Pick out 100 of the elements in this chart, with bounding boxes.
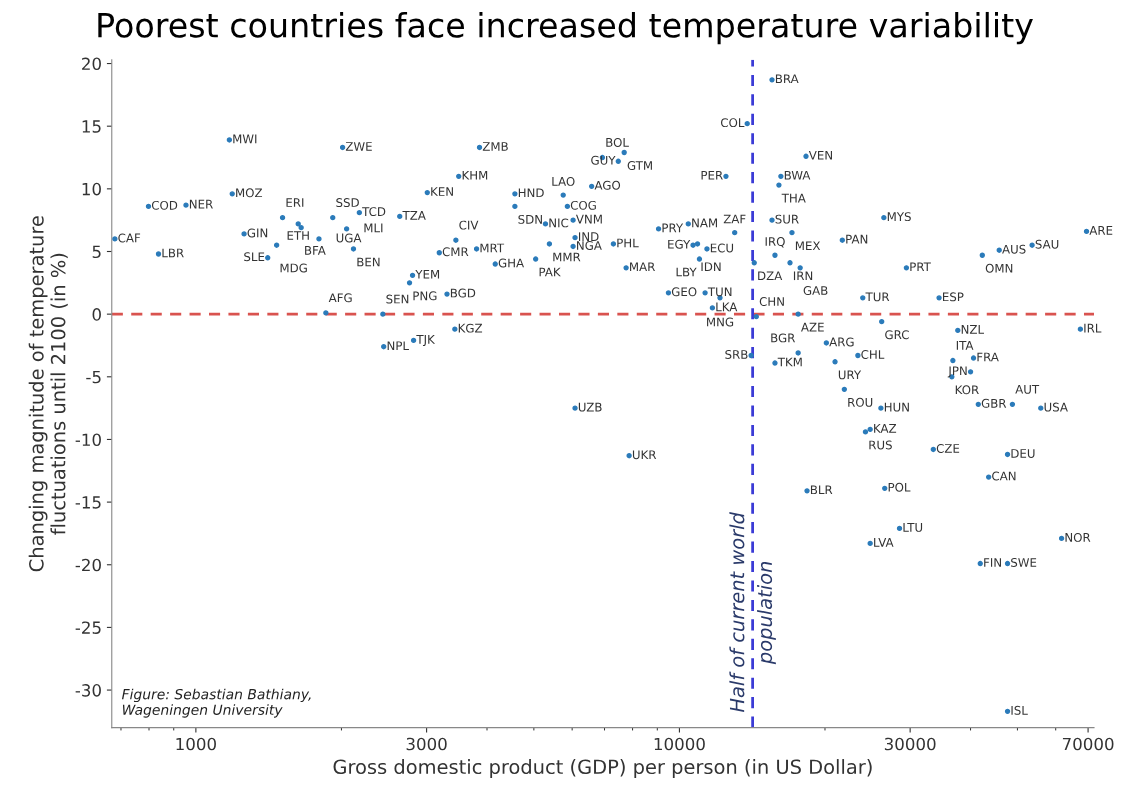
annotation: IRN — [793, 271, 813, 281]
y-tick-label: -15 — [75, 496, 101, 509]
annotation: UZB — [578, 402, 602, 412]
annotation: COL — [720, 118, 745, 128]
annotation: NZL — [961, 325, 984, 334]
annotation: LBY — [676, 267, 697, 277]
x-tick-label: 30000 — [884, 737, 936, 751]
annotation: FIN — [984, 558, 1001, 567]
annotation: CIV — [459, 220, 479, 230]
annotation: PER — [701, 170, 723, 180]
annotation: NOR — [1065, 532, 1091, 542]
annotation: GBR — [981, 398, 1007, 408]
annotation: ETH — [287, 231, 309, 240]
x-tick-label: 10000 — [654, 737, 705, 751]
annotation: URY — [838, 370, 862, 380]
annotation: LTU — [903, 523, 923, 532]
annotation: IND — [578, 232, 599, 241]
annotation: LVA — [874, 538, 894, 547]
annotation: AUT — [1015, 384, 1040, 394]
annotation: TZA — [402, 211, 426, 220]
annotation: NAM — [692, 218, 717, 228]
annotation: BGR — [771, 333, 796, 343]
annotation: MNG — [707, 317, 734, 327]
annotation: COG — [570, 200, 596, 210]
annotation: IRQ — [765, 237, 785, 248]
annotation: KHM — [462, 170, 488, 180]
annotation: LKA — [716, 302, 738, 312]
annotation: BGD — [450, 288, 476, 298]
annotation: VEN — [808, 150, 832, 160]
annotation: AZE — [801, 322, 824, 332]
annotation: LAO — [552, 176, 575, 186]
x-tick-label: 3000 — [406, 737, 447, 751]
annotation: PAK — [539, 267, 561, 277]
y-tick-label: 0 — [92, 308, 101, 321]
annotation: TUR — [865, 292, 890, 302]
annotation: GEO — [671, 287, 697, 297]
y-tick-label: 5 — [92, 245, 101, 259]
annotation: GHA — [498, 258, 525, 268]
annotation: CAF — [118, 233, 141, 243]
annotation: MYS — [887, 212, 911, 222]
annotation: BFA — [305, 246, 326, 255]
annotation: IRL — [1084, 323, 1102, 333]
y-tick-label: 20 — [82, 57, 101, 71]
x-tick-label: 1000 — [176, 737, 216, 751]
annotation: FRA — [977, 352, 999, 362]
annotation: PRY — [662, 223, 684, 233]
y-tick-label: -25 — [75, 621, 101, 634]
y-tick-label: 15 — [82, 120, 101, 133]
annotation: MWI — [233, 134, 257, 144]
annotation: CMR — [442, 247, 469, 257]
annotation: DZA — [758, 271, 783, 281]
annotation: UGA — [336, 233, 362, 243]
y-tick-label: -10 — [75, 433, 101, 447]
annotation: SAU — [1035, 239, 1059, 249]
annotation: BLR — [810, 485, 833, 495]
y-tick-label: -20 — [75, 558, 101, 572]
annotation: POL — [888, 482, 911, 492]
annotation: SDN — [518, 214, 542, 224]
annotation: THA — [781, 193, 806, 203]
annotation: TJK — [416, 335, 436, 347]
annotation: KGZ — [458, 323, 483, 333]
y-tick-label: 10 — [82, 182, 101, 196]
annotation: EGY — [668, 239, 691, 249]
annotation: ARE — [1089, 226, 1113, 235]
annotation: LBR — [162, 248, 184, 258]
annotation: YEM — [415, 269, 440, 279]
annotation: NER — [189, 199, 213, 209]
annotation: BWA — [784, 170, 811, 180]
annotation: OMN — [985, 263, 1013, 273]
annotation: ARG — [829, 337, 854, 347]
annotation: AFG — [328, 293, 352, 303]
annotation: CZE — [936, 443, 960, 453]
annotation: PRT — [910, 262, 931, 272]
annotation: PAN — [846, 234, 868, 244]
annotation: ITA — [956, 341, 974, 350]
annotation: MOZ — [236, 188, 263, 198]
annotation: MMR — [553, 252, 581, 262]
annotation: BEN — [357, 257, 380, 267]
annotation: UKR — [632, 450, 657, 460]
annotation: MEX — [795, 241, 821, 250]
annotation: SSD — [336, 198, 359, 208]
annotation: PNG — [413, 291, 437, 301]
annotation: HND — [518, 188, 544, 198]
annotation: BOL — [606, 137, 629, 147]
annotation: CHL — [861, 350, 885, 359]
annotation: MRT — [480, 243, 505, 253]
y-tick-label: -5 — [86, 370, 101, 384]
annotation: KEN — [431, 187, 453, 196]
annotation: GIN — [247, 228, 268, 238]
annotation: VNM — [575, 214, 602, 224]
annotation: MLI — [364, 223, 383, 233]
annotation: ISL — [1011, 705, 1028, 715]
annotation: AUS — [1002, 244, 1026, 254]
annotation: GRC — [885, 330, 909, 340]
annotation: GTM — [627, 161, 652, 170]
annotation: ESP — [943, 292, 964, 302]
annotation: AGO — [594, 180, 621, 190]
annotation: ZAF — [723, 214, 746, 224]
annotation: Figure: Sebastian Bathiany, Wageningen University — [121, 688, 311, 718]
ref-line-label: Half of current world population — [729, 512, 776, 713]
